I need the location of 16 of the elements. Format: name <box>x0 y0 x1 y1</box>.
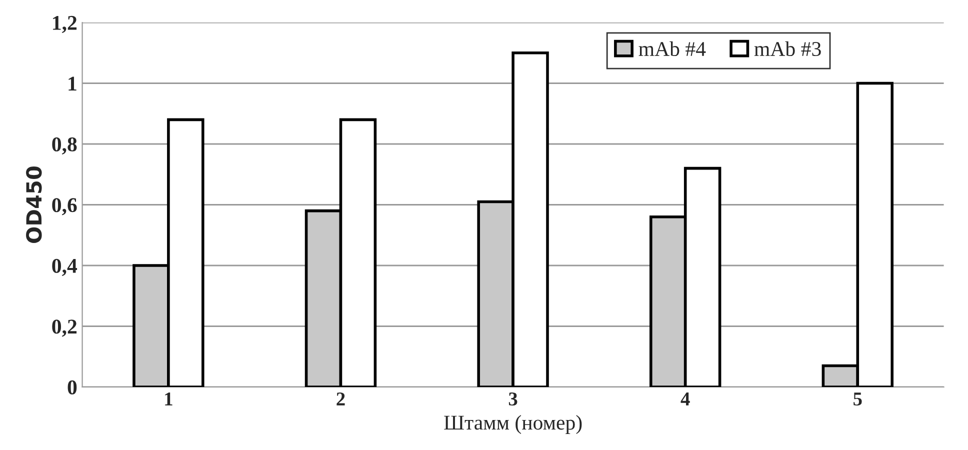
y-tick-label: 0,6 <box>52 198 77 216</box>
x-tick-label: 3 <box>508 392 518 406</box>
y-tick-label: 0 <box>68 380 77 394</box>
y-axis-title: OD450 <box>26 166 42 243</box>
x-axis-title: Штамм (номер) <box>444 415 582 434</box>
x-tick-label: 5 <box>854 392 862 406</box>
legend-label: mAb #3 <box>754 41 821 56</box>
x-tick-label: 4 <box>680 392 690 406</box>
y-tick-label: 0,8 <box>52 137 77 154</box>
y-tick-label: 0,4 <box>52 258 78 276</box>
y-tick-label: 1 <box>68 76 76 90</box>
y-tick-label: 1,2 <box>53 16 77 33</box>
x-tick-label: 2 <box>336 392 345 406</box>
y-tick-label: 0,2 <box>52 320 77 337</box>
legend-label: mAb #4 <box>638 41 706 56</box>
x-tick-label: 1 <box>165 392 172 406</box>
